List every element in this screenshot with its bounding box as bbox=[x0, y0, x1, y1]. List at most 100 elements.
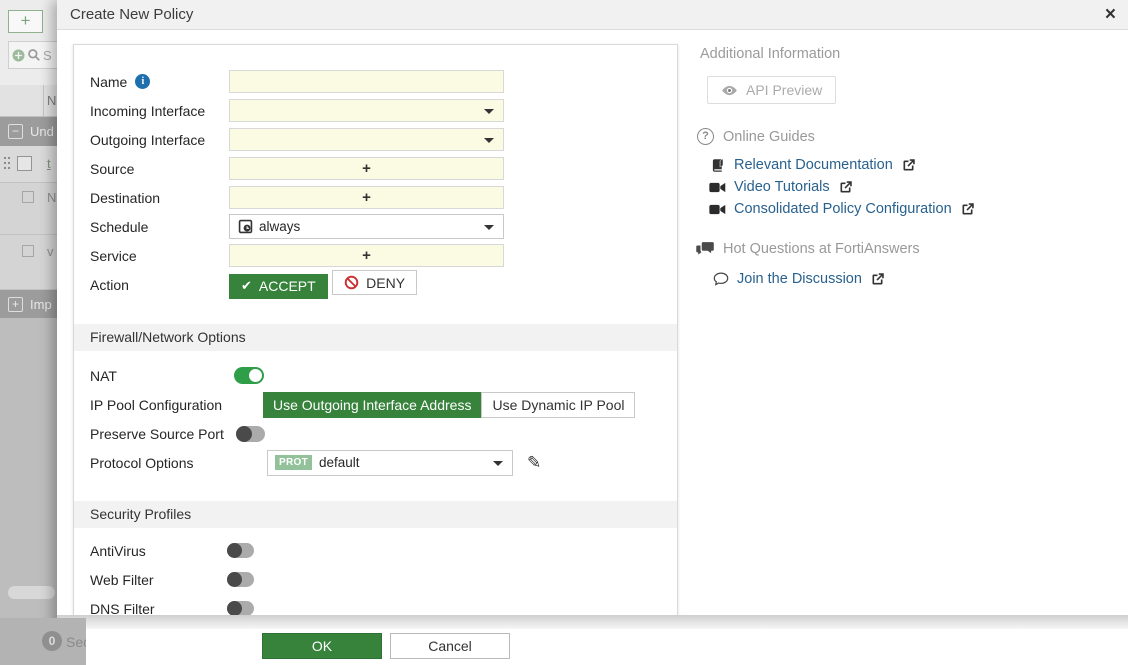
incoming-interface-select[interactable] bbox=[229, 99, 504, 122]
action-label: Action bbox=[90, 276, 129, 293]
form-row-destination: Destination + bbox=[74, 183, 677, 212]
schedule-value: always bbox=[259, 219, 301, 234]
nat-toggle[interactable] bbox=[234, 367, 264, 384]
chevron-down-icon bbox=[484, 224, 494, 230]
row-checkbox bbox=[17, 156, 32, 171]
add-filter-icon bbox=[12, 49, 25, 61]
form-row-ip-pool: IP Pool Configuration Use Outgoing Inter… bbox=[74, 390, 677, 419]
status-count-badge: 0 bbox=[42, 631, 62, 651]
online-guides-header: ? Online Guides bbox=[697, 128, 815, 145]
status-label-fragment: Secu bbox=[66, 634, 86, 650]
api-preview-button[interactable]: API Preview bbox=[707, 76, 837, 104]
external-link-icon bbox=[872, 272, 884, 284]
form-row-antivirus: AntiVirus bbox=[74, 536, 677, 565]
chat-bubbles-icon bbox=[696, 242, 714, 255]
join-discussion-link[interactable]: Join the Discussion bbox=[713, 271, 885, 287]
policy-search-box: S bbox=[8, 41, 60, 69]
recurring-schedule-icon bbox=[238, 219, 253, 234]
additional-information-title: Additional Information bbox=[700, 46, 841, 62]
video-tutorials-link[interactable]: Video Tutorials bbox=[709, 179, 853, 195]
row-checkbox bbox=[22, 245, 34, 257]
drag-handle-icon bbox=[4, 157, 13, 172]
dialog-header: Create New Policy × bbox=[57, 0, 1128, 30]
footer-shadow-divider bbox=[57, 615, 1128, 629]
form-row-dns-filter: DNS Filter bbox=[74, 594, 677, 617]
plus-icon: + bbox=[362, 160, 371, 177]
check-icon: ✔ bbox=[241, 278, 252, 294]
source-label: Source bbox=[90, 160, 135, 177]
video-camera-icon bbox=[709, 182, 726, 192]
deny-button[interactable]: DENY bbox=[332, 270, 418, 296]
name-label: Name bbox=[90, 73, 128, 90]
collapse-icon: − bbox=[8, 124, 23, 139]
eye-icon bbox=[722, 85, 737, 95]
external-link-icon bbox=[962, 202, 974, 214]
consolidated-policy-configuration-link[interactable]: Consolidated Policy Configuration bbox=[709, 201, 975, 217]
info-icon[interactable]: i bbox=[135, 74, 151, 89]
form-row-service: Service + bbox=[74, 241, 677, 270]
antivirus-toggle[interactable] bbox=[227, 543, 254, 558]
horizontal-scrollbar-thumb bbox=[8, 586, 55, 599]
use-dynamic-ip-pool-option[interactable]: Use Dynamic IP Pool bbox=[481, 391, 636, 418]
relevant-documentation-link[interactable]: Relevant Documentation bbox=[711, 157, 916, 173]
use-outgoing-interface-address-option[interactable]: Use Outgoing Interface Address bbox=[263, 391, 482, 418]
destination-add-field[interactable]: + bbox=[229, 186, 504, 209]
background-toolbar: + S bbox=[0, 0, 60, 85]
schedule-select[interactable]: always bbox=[229, 214, 504, 239]
name-input[interactable] bbox=[229, 70, 504, 93]
dialog-title: Create New Policy bbox=[70, 6, 194, 23]
row-checkbox bbox=[22, 191, 34, 203]
policy-group-row: − Und bbox=[0, 117, 57, 146]
chevron-down-icon bbox=[484, 108, 494, 114]
security-profiles-section-header: Security Profiles bbox=[74, 501, 677, 528]
name-column-header-fragment: N bbox=[47, 93, 57, 108]
dns-filter-toggle[interactable] bbox=[227, 601, 254, 616]
cell-fragment: v bbox=[47, 244, 54, 259]
form-row-preserve-source-port: Preserve Source Port bbox=[74, 419, 677, 448]
outgoing-interface-select[interactable] bbox=[229, 128, 504, 151]
table-header-row: N bbox=[0, 85, 57, 117]
table-row: t bbox=[0, 146, 57, 183]
external-link-icon bbox=[903, 158, 915, 170]
form-row-outgoing-interface: Outgoing Interface bbox=[74, 125, 677, 154]
form-row-web-filter: Web Filter bbox=[74, 565, 677, 594]
group-label-fragment: Imp bbox=[30, 296, 52, 312]
speech-bubble-icon bbox=[713, 272, 729, 286]
preserve-source-port-toggle[interactable] bbox=[236, 425, 265, 442]
web-filter-label: Web Filter bbox=[90, 571, 154, 588]
table-row: N bbox=[0, 183, 57, 235]
ok-button[interactable]: OK bbox=[262, 633, 382, 659]
form-row-nat: NAT bbox=[74, 361, 677, 390]
source-add-field[interactable]: + bbox=[229, 157, 504, 180]
create-new-button: + bbox=[8, 10, 43, 33]
additional-information-panel: Additional Information API Preview ? Onl… bbox=[690, 30, 1128, 629]
web-filter-toggle[interactable] bbox=[227, 572, 254, 587]
deny-icon bbox=[344, 275, 359, 290]
service-label: Service bbox=[90, 247, 137, 264]
table-row: v bbox=[0, 235, 57, 290]
group-label-fragment: Und bbox=[30, 124, 54, 139]
cancel-button[interactable]: Cancel bbox=[390, 633, 510, 659]
form-row-action: Action ✔ ACCEPT DENY bbox=[74, 270, 677, 299]
firewall-network-options-section-header: Firewall/Network Options bbox=[74, 324, 677, 351]
question-circle-icon: ? bbox=[697, 128, 714, 145]
protocol-options-value: default bbox=[318, 455, 360, 470]
service-add-field[interactable]: + bbox=[229, 244, 504, 267]
background-page: + S N − Und t N v + Imp bbox=[0, 0, 60, 665]
form-row-source: Source + bbox=[74, 154, 677, 183]
prot-badge: PROT bbox=[275, 455, 312, 470]
video-camera-icon bbox=[709, 204, 726, 214]
edit-pencil-icon[interactable]: ✎ bbox=[527, 452, 542, 472]
form-row-schedule: Schedule always bbox=[74, 212, 677, 241]
protocol-options-select[interactable]: PROT default bbox=[267, 449, 513, 476]
policy-form-card: Name i Incoming Interface Outgoing Inter… bbox=[73, 44, 678, 618]
destination-label: Destination bbox=[90, 189, 161, 206]
book-icon bbox=[712, 158, 723, 172]
close-icon[interactable]: × bbox=[1104, 4, 1116, 25]
plus-icon: + bbox=[362, 247, 371, 264]
schedule-label: Schedule bbox=[90, 218, 149, 235]
hot-questions-header: Hot Questions at FortiAnswers bbox=[696, 241, 920, 257]
dialog-footer: OK Cancel bbox=[57, 629, 1128, 665]
accept-button[interactable]: ✔ ACCEPT bbox=[229, 273, 328, 299]
dns-filter-label: DNS Filter bbox=[90, 600, 155, 617]
